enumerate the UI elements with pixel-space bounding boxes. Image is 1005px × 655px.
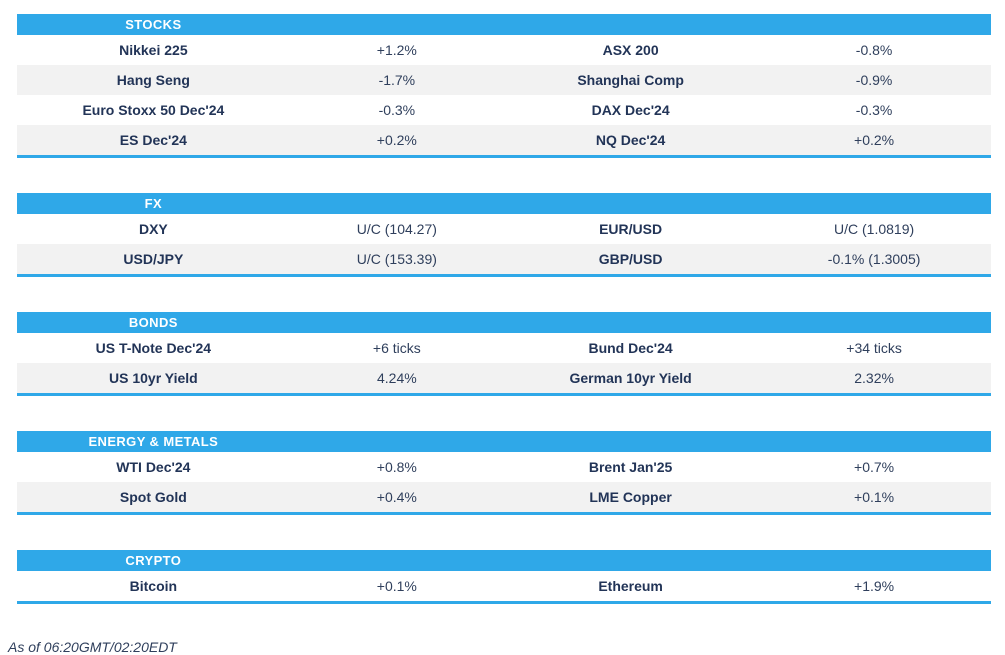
section-title: ENERGY & METALS [88,434,219,449]
section-title: FX [144,196,163,211]
section-stocks: STOCKS Nikkei 225 +1.2% ASX 200 -0.8% Hang Se… [17,14,991,158]
table-row: USD/JPY U/C (153.39) GBP/USD -0.1% (1.3005) [17,244,991,274]
instrument-label: Hang Seng [116,72,190,88]
section-fx: FX DXY U/C (104.27) EUR/USD U/C (1.0819) USD/… [17,193,991,277]
instrument-label: ES Dec'24 [119,132,187,148]
instrument-label: Bund Dec'24 [588,340,673,356]
instrument-label: Ethereum [598,578,663,594]
table-row: Spot Gold +0.4% LME Copper +0.1% [17,482,991,512]
instrument-label: DXY [138,221,168,237]
instrument-value: +0.8% [376,459,417,475]
section-header: BONDS [17,312,991,333]
table-row: Nikkei 225 +1.2% ASX 200 -0.8% [17,35,991,65]
instrument-value: +34 ticks [846,340,902,356]
section-header: ENERGY & METALS [17,431,991,452]
instrument-value: -0.3% [378,102,416,118]
instrument-value: U/C (1.0819) [834,221,915,237]
instrument-value: +0.2% [854,132,895,148]
instrument-value: +0.1% [376,578,417,594]
section-bonds: BONDS US T-Note Dec'24 +6 ticks Bund Dec'24… [17,312,991,396]
table-row: DXY U/C (104.27) EUR/USD U/C (1.0819) [17,214,991,244]
instrument-value: +1.2% [376,42,417,58]
instrument-value: U/C (104.27) [356,221,437,237]
instrument-label: USD/JPY [123,251,184,267]
table-row: US T-Note Dec'24 +6 ticks Bund Dec'24 +34 t… [17,333,991,363]
instrument-label: Shanghai Comp [577,72,684,88]
section-header: CRYPTO [17,550,991,571]
instrument-label: Spot Gold [119,489,187,505]
section-header: STOCKS [17,14,991,35]
instrument-value: +0.7% [854,459,895,475]
instrument-label: EUR/USD [599,221,663,237]
table-row: WTI Dec'24 +0.8% Brent Jan'25 +0.7% [17,452,991,482]
section-header: FX [17,193,991,214]
instrument-value: -0.3% [855,102,893,118]
instrument-value: +6 ticks [372,340,421,356]
instrument-label: WTI Dec'24 [116,459,191,475]
section-energy-metals: ENERGY & METALS WTI Dec'24 +0.8% Brent Jan'… [17,431,991,515]
table-row: ES Dec'24 +0.2% NQ Dec'24 +0.2% [17,125,991,155]
instrument-value: -0.1% (1.3005) [827,251,921,267]
instrument-label: Nikkei 225 [119,42,188,58]
instrument-label: LME Copper [589,489,672,505]
instrument-label: Brent Jan'25 [588,459,673,475]
instrument-label: DAX Dec'24 [591,102,670,118]
instrument-label: Euro Stoxx 50 Dec'24 [82,102,225,118]
instrument-label: US T-Note Dec'24 [95,340,212,356]
section-title: STOCKS [125,17,182,32]
instrument-value: 2.32% [854,370,894,386]
instrument-label: ASX 200 [602,42,659,58]
section-crypto: CRYPTO Bitcoin +0.1% Ethereum +1.9% [17,550,991,604]
table-row: US 10yr Yield 4.24% German 10yr Yield 2.32% [17,363,991,393]
instrument-label: Bitcoin [129,578,178,594]
table-row: Bitcoin +0.1% Ethereum +1.9% [17,571,991,601]
instrument-label: US 10yr Yield [109,370,198,386]
instrument-label: NQ Dec'24 [595,132,666,148]
instrument-value: +0.1% [854,489,895,505]
instrument-value: 4.24% [377,370,417,386]
instrument-value: +0.2% [376,132,417,148]
instrument-value: +1.9% [854,578,895,594]
instrument-value: -0.9% [855,72,893,88]
instrument-value: -0.8% [855,42,893,58]
instrument-value: U/C (153.39) [356,251,437,267]
section-title: CRYPTO [125,553,182,568]
table-row: Euro Stoxx 50 Dec'24 -0.3% DAX Dec'24 -0.3% [17,95,991,125]
instrument-label: GBP/USD [598,251,663,267]
instrument-value: +0.4% [376,489,417,505]
instrument-label: German 10yr Yield [569,370,692,386]
market-summary-tables: STOCKS Nikkei 225 +1.2% ASX 200 -0.8% Hang Se… [17,14,991,604]
instrument-value: -1.7% [378,72,416,88]
timestamp-note: As of 06:20GMT/02:20EDT [8,639,177,655]
table-row: Hang Seng -1.7% Shanghai Comp -0.9% [17,65,991,95]
section-title: BONDS [128,315,178,330]
